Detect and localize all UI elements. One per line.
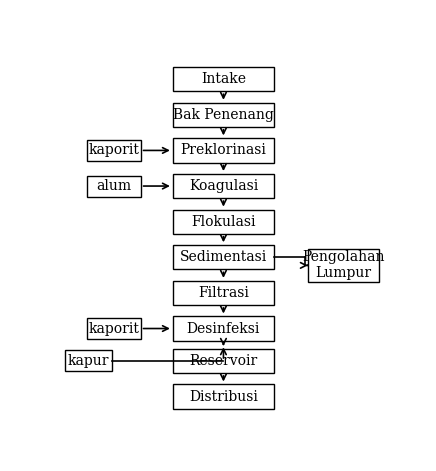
FancyBboxPatch shape bbox=[173, 245, 274, 269]
FancyBboxPatch shape bbox=[173, 349, 274, 373]
FancyBboxPatch shape bbox=[173, 103, 274, 127]
Text: Desinfeksi: Desinfeksi bbox=[187, 322, 260, 335]
Text: kaporit: kaporit bbox=[88, 144, 139, 157]
FancyBboxPatch shape bbox=[173, 67, 274, 91]
FancyBboxPatch shape bbox=[65, 350, 112, 372]
Text: alum: alum bbox=[96, 179, 131, 193]
Text: Preklorinasi: Preklorinasi bbox=[181, 144, 266, 157]
FancyBboxPatch shape bbox=[308, 249, 379, 282]
FancyBboxPatch shape bbox=[87, 318, 141, 339]
Text: Sedimentasi: Sedimentasi bbox=[180, 250, 267, 264]
FancyBboxPatch shape bbox=[173, 317, 274, 341]
Text: Pengolahan
Lumpur: Pengolahan Lumpur bbox=[302, 250, 385, 280]
Text: kaporit: kaporit bbox=[88, 322, 139, 335]
FancyBboxPatch shape bbox=[173, 210, 274, 234]
Text: kapur: kapur bbox=[68, 354, 109, 368]
FancyBboxPatch shape bbox=[173, 138, 274, 162]
FancyBboxPatch shape bbox=[173, 384, 274, 409]
FancyBboxPatch shape bbox=[173, 281, 274, 305]
Text: Reservoir: Reservoir bbox=[189, 354, 258, 368]
Text: Koagulasi: Koagulasi bbox=[189, 179, 258, 193]
FancyBboxPatch shape bbox=[87, 176, 141, 196]
FancyBboxPatch shape bbox=[173, 174, 274, 198]
Text: Flokulasi: Flokulasi bbox=[191, 215, 255, 228]
Text: Intake: Intake bbox=[201, 72, 246, 86]
Text: Distribusi: Distribusi bbox=[189, 390, 258, 404]
Text: Bak Penenang: Bak Penenang bbox=[173, 108, 274, 122]
FancyBboxPatch shape bbox=[87, 140, 141, 161]
Text: Filtrasi: Filtrasi bbox=[198, 286, 249, 300]
